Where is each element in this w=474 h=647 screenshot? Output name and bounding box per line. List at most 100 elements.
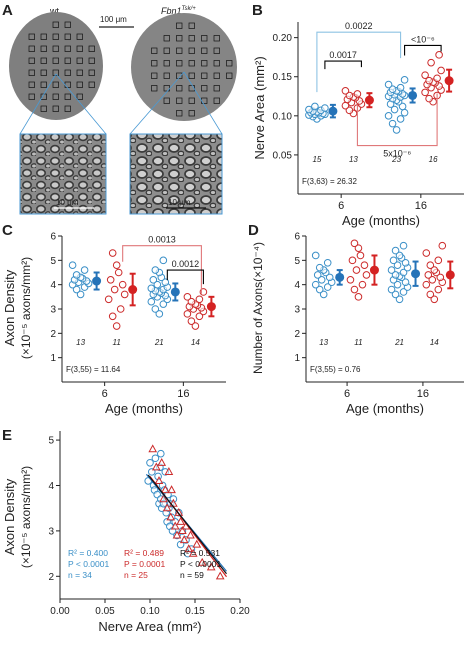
y-tick-label: 0.10 xyxy=(273,111,293,122)
mean-marker xyxy=(92,276,102,286)
y-axis-title-line2: (×10⁻⁵ axons/mm²) xyxy=(19,466,33,568)
mutant-point xyxy=(172,530,182,539)
data-point xyxy=(106,276,115,284)
mutant-point xyxy=(159,494,168,503)
sampling-square xyxy=(201,35,208,42)
sampling-square xyxy=(28,81,35,88)
n-label: 23 xyxy=(391,155,401,164)
data-point xyxy=(396,83,405,92)
p-value-label: 0.0013 xyxy=(148,235,176,245)
y-tick-label: 3 xyxy=(50,305,56,316)
wt-label: wt xyxy=(49,6,59,16)
x-axis-title: Age (months) xyxy=(105,401,183,416)
significance-bracket xyxy=(404,44,442,56)
density-vs-area-scatter: 0.00 0.05 0.10 0.15 0.20 2 3 4 5 Nerve Area (mm²)… xyxy=(2,431,250,634)
data-point xyxy=(151,266,160,274)
data-point xyxy=(354,244,363,252)
mutant-point xyxy=(188,548,198,557)
data-point xyxy=(159,256,168,265)
n-label: 21 xyxy=(394,338,404,347)
sampling-square xyxy=(201,72,208,79)
data-point xyxy=(110,285,119,294)
data-point xyxy=(396,115,405,123)
stat-mut-1: P = 0.0001 xyxy=(124,559,165,569)
sampling-square xyxy=(64,69,71,76)
sampling-square xyxy=(28,69,35,76)
data-point xyxy=(356,251,365,260)
data-point xyxy=(399,268,408,277)
mutant-point xyxy=(184,544,194,553)
stat-wt-1: P < 0.0001 xyxy=(68,559,109,569)
data-point xyxy=(401,258,410,267)
data-point xyxy=(425,94,433,103)
y-tick-label: 0.05 xyxy=(273,150,293,161)
data-point xyxy=(354,293,363,301)
significance-bracket xyxy=(316,31,402,93)
sampling-square xyxy=(188,35,195,42)
sampling-square xyxy=(188,97,195,104)
scale-label-left: 10 μm xyxy=(56,198,79,207)
n-label: 21 xyxy=(154,338,164,347)
data-point xyxy=(118,280,127,289)
panel-label-d: D xyxy=(248,222,259,239)
sampling-square xyxy=(52,81,59,88)
stat-mut-2: n = 25 xyxy=(124,570,148,580)
data-point xyxy=(421,88,429,97)
mutant-point xyxy=(178,526,187,534)
mean-marker xyxy=(445,270,455,280)
panel-label-e: E xyxy=(2,427,13,444)
data-point xyxy=(353,90,362,98)
data-point xyxy=(422,249,431,257)
data-point xyxy=(427,58,435,67)
sampling-square xyxy=(201,60,208,67)
data-point xyxy=(389,256,398,265)
data-point xyxy=(426,290,435,299)
sampling-square xyxy=(52,21,59,28)
sampling-square xyxy=(188,60,195,67)
data-point xyxy=(433,74,441,83)
y-tick-label: 0.15 xyxy=(273,72,293,83)
data-point xyxy=(321,104,329,112)
data-point xyxy=(149,276,158,284)
sampling-square xyxy=(40,81,47,88)
y-tick-label: 2 xyxy=(48,572,54,583)
mutant-point xyxy=(148,444,158,453)
sampling-square xyxy=(52,33,59,40)
data-point xyxy=(348,256,357,265)
wt-point xyxy=(157,449,165,458)
mutant-point xyxy=(164,467,174,475)
data-point xyxy=(360,261,369,270)
x-tick-label: 16 xyxy=(177,388,189,400)
data-point xyxy=(424,271,433,279)
data-point xyxy=(358,280,367,289)
p-value-label: 0.0017 xyxy=(329,50,357,60)
data-point xyxy=(400,76,409,84)
sampling-square xyxy=(52,57,59,64)
data-point xyxy=(391,271,400,279)
data-point xyxy=(155,310,164,318)
data-point xyxy=(399,241,408,250)
n-label: 14 xyxy=(430,338,439,347)
mutant-point xyxy=(176,516,185,525)
y-axis-title-line1: Axon Density xyxy=(2,269,17,346)
data-point xyxy=(438,241,447,250)
wt-point xyxy=(146,458,154,467)
x-tick-label: 0.05 xyxy=(95,606,115,617)
x-tick-label: 16 xyxy=(417,388,429,400)
sampling-square xyxy=(213,85,220,92)
data-point xyxy=(393,261,402,270)
mean-marker xyxy=(408,90,418,100)
x-tick-label: 6 xyxy=(344,388,350,400)
data-point xyxy=(391,246,400,255)
sampling-square xyxy=(88,57,95,64)
data-point xyxy=(384,112,393,120)
x-tick-label: 0.20 xyxy=(230,606,250,617)
sampling-square xyxy=(40,33,47,40)
data-point xyxy=(147,297,156,306)
combined-fit-line xyxy=(147,474,227,575)
n-label: 16 xyxy=(429,155,438,164)
data-point xyxy=(311,102,319,111)
